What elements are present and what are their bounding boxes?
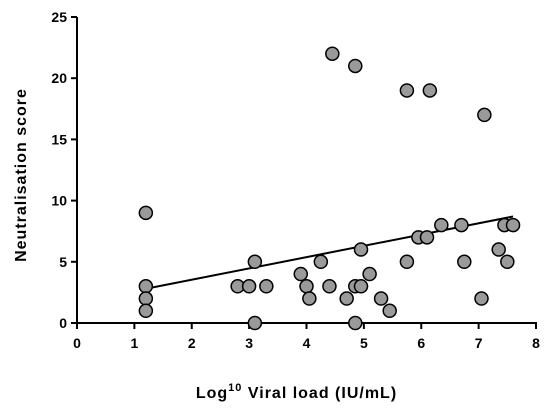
data-point — [353, 242, 369, 257]
y-tick-label: 5 — [59, 254, 67, 270]
x-tick-label: 5 — [360, 335, 368, 351]
trendline — [145, 215, 514, 290]
data-point — [491, 242, 506, 257]
y-axis-title: Neutralisation score — [13, 88, 30, 262]
data-point — [339, 291, 354, 306]
data-point — [500, 254, 515, 270]
data-point — [322, 279, 337, 294]
x-tick-label: 6 — [417, 335, 425, 351]
data-point — [302, 291, 317, 306]
data-point — [362, 266, 377, 282]
x-tick-label: 8 — [532, 335, 540, 351]
data-point — [325, 46, 340, 61]
data-point — [422, 83, 438, 98]
data-point — [419, 230, 435, 245]
data-point — [138, 303, 154, 319]
x-tick-label: 0 — [73, 335, 81, 351]
x-ticks: 0 1 2 3 4 5 6 7 8 — [73, 323, 540, 351]
x-tick-label: 3 — [245, 335, 253, 351]
y-ticks: 0 5 10 15 20 25 — [51, 9, 77, 331]
data-point — [138, 205, 154, 221]
x-tick-label: 7 — [475, 335, 483, 351]
x-tick-label: 2 — [188, 335, 196, 351]
data-point — [241, 279, 257, 294]
x-axis-title-part2: Viral load (IU/mL) — [242, 385, 397, 402]
x-axis-title-part1: Log — [196, 385, 228, 402]
data-point — [293, 266, 309, 282]
y-tick-label: 20 — [51, 70, 67, 86]
data-point — [353, 279, 369, 294]
data-point — [454, 217, 469, 233]
data-point — [348, 58, 363, 74]
data-point — [373, 291, 389, 306]
x-tick-label: 4 — [303, 335, 311, 351]
data-point — [477, 107, 492, 123]
data-point — [505, 217, 521, 233]
data-points — [138, 46, 521, 331]
y-tick-label: 15 — [51, 131, 67, 147]
data-point — [457, 254, 472, 270]
y-tick-label: 0 — [59, 315, 67, 331]
data-point — [434, 217, 449, 233]
data-point — [299, 279, 314, 294]
y-tick-label: 10 — [51, 193, 67, 209]
data-point — [247, 315, 263, 331]
data-point — [399, 83, 415, 98]
data-point — [399, 254, 415, 270]
data-point — [313, 254, 329, 270]
x-tick-label: 1 — [130, 335, 138, 351]
data-point — [348, 315, 363, 331]
x-axis-title: Log10 Viral load (IU/mL) — [196, 382, 397, 402]
data-point — [259, 279, 274, 294]
data-point — [138, 291, 154, 306]
data-point — [474, 291, 489, 306]
x-axis-title-superscript: 10 — [228, 382, 242, 394]
y-tick-label: 25 — [51, 9, 67, 25]
data-point — [382, 303, 397, 319]
data-point — [138, 279, 154, 294]
data-point — [247, 254, 263, 270]
